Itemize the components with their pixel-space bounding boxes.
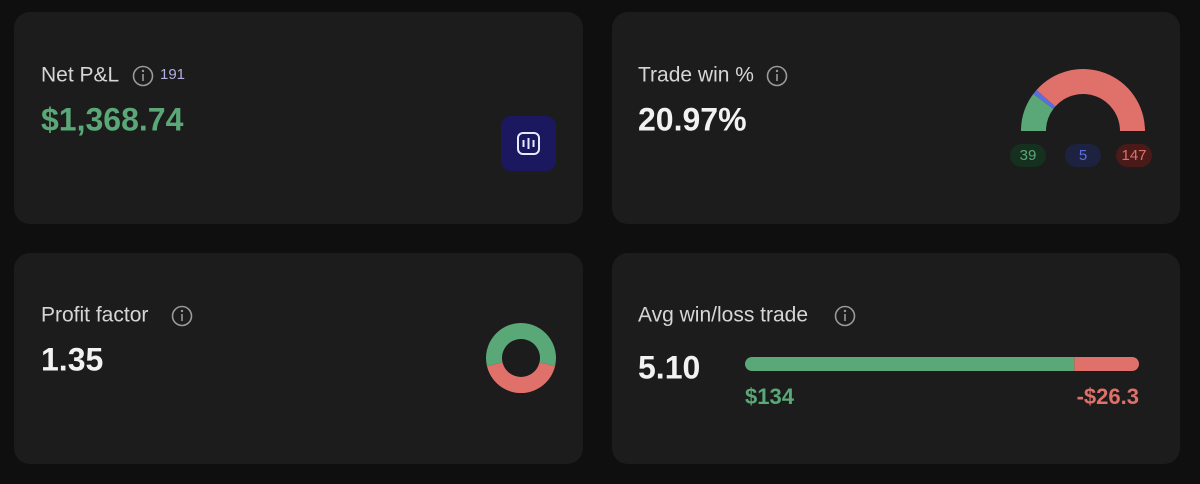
info-icon[interactable]: [834, 305, 856, 327]
gauge-segment: [1036, 69, 1145, 131]
bar-segment: [1074, 357, 1139, 371]
card-title: Trade win %: [638, 64, 754, 87]
gauge-label: 5: [1079, 147, 1087, 164]
card-title: Profit factor: [41, 304, 148, 327]
trade-count: 191: [160, 66, 185, 83]
info-icon[interactable]: [766, 65, 788, 87]
card: [612, 12, 1180, 224]
badge: [1116, 144, 1152, 167]
badge: [1065, 144, 1101, 167]
win-rate-value: 20.97%: [638, 101, 747, 137]
ratio-value: 5.10: [638, 349, 700, 385]
card: [14, 12, 583, 224]
card: [14, 253, 583, 464]
gauge-segment: [1020, 93, 1054, 131]
badge: [1010, 144, 1046, 167]
chart-button[interactable]: [501, 116, 556, 171]
donut-segment: [486, 323, 556, 367]
card-title: Avg win/loss trade: [638, 304, 808, 327]
donut-segment: [486, 362, 556, 394]
card-title: Net P&L: [41, 64, 119, 87]
avg-loss-label: -$26.3: [1077, 384, 1139, 409]
info-icon[interactable]: [132, 65, 154, 87]
profit-factor-value: 1.35: [41, 341, 103, 377]
gauge-label: 39: [1020, 147, 1037, 164]
gauge-segment: [1033, 89, 1056, 109]
avg-win-label: $134: [745, 384, 795, 409]
gauge-label: 147: [1121, 147, 1146, 164]
net-pnl-value: $1,368.74: [41, 101, 184, 137]
info-icon[interactable]: [171, 305, 193, 327]
bar-segment: [745, 357, 1075, 371]
